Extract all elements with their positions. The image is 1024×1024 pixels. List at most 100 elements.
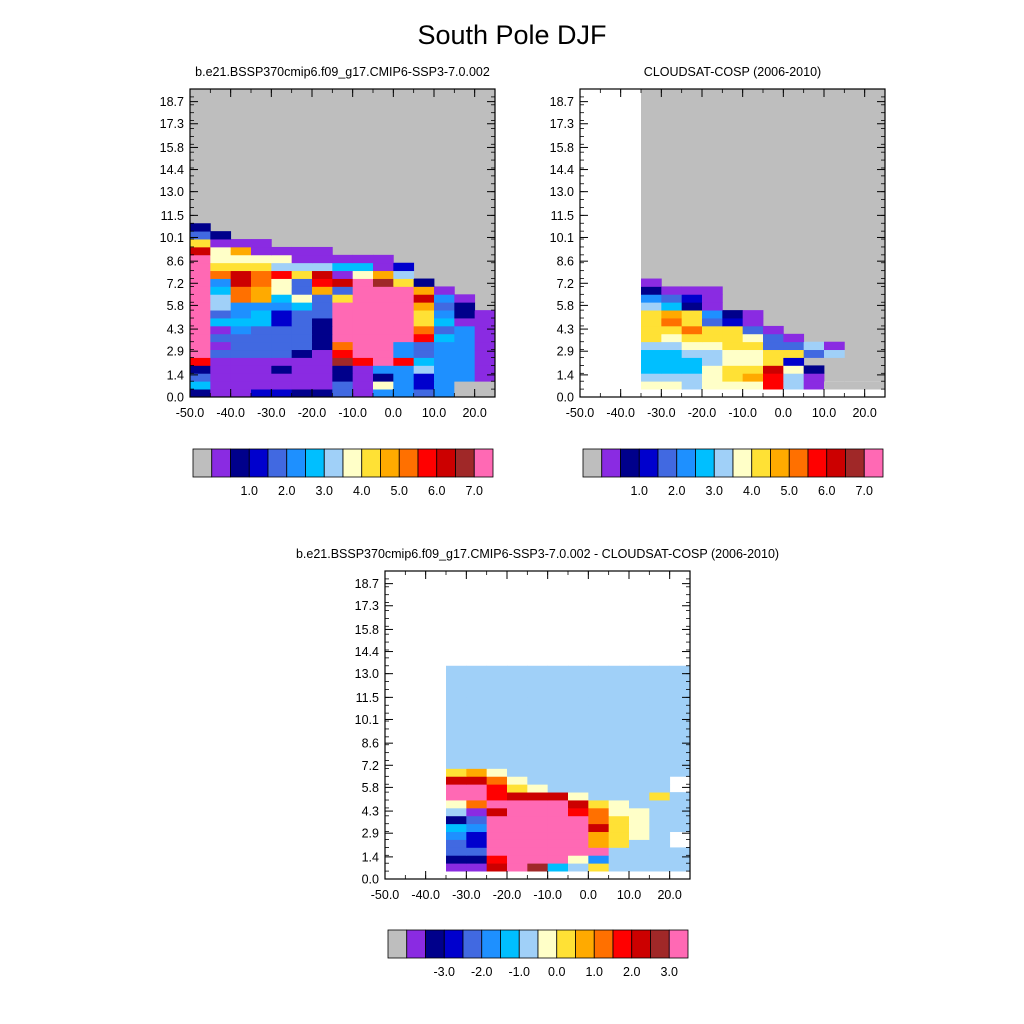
heatmap-cell — [271, 325, 293, 335]
heatmap-cell — [352, 310, 374, 319]
heatmap-cell — [661, 294, 683, 303]
heatmap-cell — [629, 689, 650, 698]
heatmap-cell — [352, 278, 374, 287]
heatmap-cell — [588, 863, 610, 872]
x-tick-label: -20.0 — [688, 406, 717, 420]
heatmap-cell — [291, 254, 313, 264]
heatmap-cell — [608, 839, 630, 848]
heatmap-cell — [230, 246, 252, 256]
heatmap-cell — [763, 341, 784, 351]
y-tick-label: 4.3 — [362, 805, 379, 819]
heatmap-cell — [466, 823, 488, 833]
heatmap-cell — [527, 713, 549, 722]
heatmap-cell — [474, 333, 496, 343]
heatmap-cell — [507, 705, 528, 714]
heatmap-cell — [588, 776, 610, 785]
heatmap-cell — [527, 863, 549, 872]
heatmap-cell — [608, 705, 630, 714]
heatmap-cell — [312, 262, 333, 272]
heatmap-cell — [588, 673, 610, 682]
heatmap-cell — [413, 349, 435, 358]
heatmap-cell — [649, 673, 671, 682]
heatmap-cell — [783, 341, 805, 351]
heatmap-cell — [507, 768, 528, 777]
figure-title: South Pole DJF — [417, 20, 607, 50]
heatmap-cell — [446, 713, 467, 722]
heatmap-cell — [230, 389, 252, 398]
heatmap-cell — [661, 365, 683, 374]
heatmap-cell — [434, 365, 455, 374]
heatmap-cell — [669, 863, 691, 872]
y-tick-label: 14.4 — [550, 163, 574, 177]
heatmap-cell — [190, 270, 211, 279]
heatmap-cell — [251, 286, 272, 295]
heatmap-cell — [527, 855, 549, 864]
heatmap-cell — [393, 262, 415, 272]
colorbar-swatch — [845, 448, 865, 478]
heatmap-cell — [742, 341, 764, 351]
heatmap-cell — [608, 807, 630, 817]
heatmap-cell — [486, 768, 508, 777]
heatmap-cell — [434, 389, 455, 398]
heatmap-cell — [722, 365, 744, 374]
heatmap-cell — [649, 736, 671, 746]
heatmap-cell — [413, 310, 435, 319]
heatmap-cell — [568, 721, 589, 730]
x-tick-label: -40.0 — [606, 406, 635, 420]
colorbar-swatch — [650, 929, 670, 959]
heatmap-cell — [454, 302, 476, 311]
heatmap-cell — [722, 373, 744, 382]
heatmap-cell — [763, 381, 784, 390]
heatmap-cell — [649, 728, 671, 738]
plot-frame — [189, 88, 496, 398]
colorbar-swatch — [342, 448, 363, 478]
heatmap-cell — [486, 721, 508, 730]
heatmap-cell — [373, 357, 394, 366]
heatmap-cell — [271, 381, 293, 390]
heatmap-cell — [649, 689, 671, 698]
heatmap-cell — [681, 286, 703, 295]
heatmap-cell — [629, 823, 650, 833]
heatmap-cell — [373, 302, 394, 311]
heatmap-cell — [446, 681, 467, 690]
heatmap-cell — [486, 697, 508, 706]
heatmap-cell — [608, 800, 630, 809]
heatmap-cell — [312, 246, 333, 256]
heatmap-cell — [466, 800, 488, 809]
heatmap-cell — [466, 815, 488, 825]
heatmap-cell — [641, 286, 662, 295]
heatmap-cell — [373, 381, 394, 390]
heatmap-cell — [251, 246, 272, 256]
heatmap-cell — [446, 776, 467, 785]
colorbar-swatch — [361, 448, 381, 478]
heatmap-cell — [568, 807, 589, 817]
x-tick-label: -50.0 — [371, 888, 400, 902]
heatmap-cell — [608, 855, 630, 864]
heatmap-cell — [413, 294, 435, 303]
heatmap-cell — [291, 286, 313, 295]
heatmap-cell — [190, 286, 211, 295]
heatmap-cell — [393, 333, 415, 343]
heatmap-cell — [352, 373, 374, 382]
heatmap-cell — [466, 831, 488, 840]
heatmap-cell — [649, 752, 671, 761]
heatmap-cell — [588, 736, 610, 746]
heatmap-cell — [312, 357, 333, 366]
colorbar-swatch — [481, 929, 501, 959]
y-tick-label: 17.3 — [355, 599, 379, 613]
plot-frame — [579, 88, 886, 398]
heatmap-cell — [454, 349, 476, 358]
heatmap-cell — [271, 254, 293, 264]
colorbar-swatch — [713, 448, 734, 478]
heatmap-cell — [474, 381, 496, 390]
heatmap-cell — [454, 333, 476, 343]
heatmap-cell — [608, 713, 630, 722]
heatmap-cell — [742, 349, 764, 358]
heatmap-cell — [702, 357, 723, 366]
colorbar-swatch — [518, 929, 539, 959]
heatmap-cell — [486, 752, 508, 761]
heatmap-cell — [507, 713, 528, 722]
heatmap-cell — [722, 310, 744, 319]
heatmap-cell — [251, 373, 272, 382]
